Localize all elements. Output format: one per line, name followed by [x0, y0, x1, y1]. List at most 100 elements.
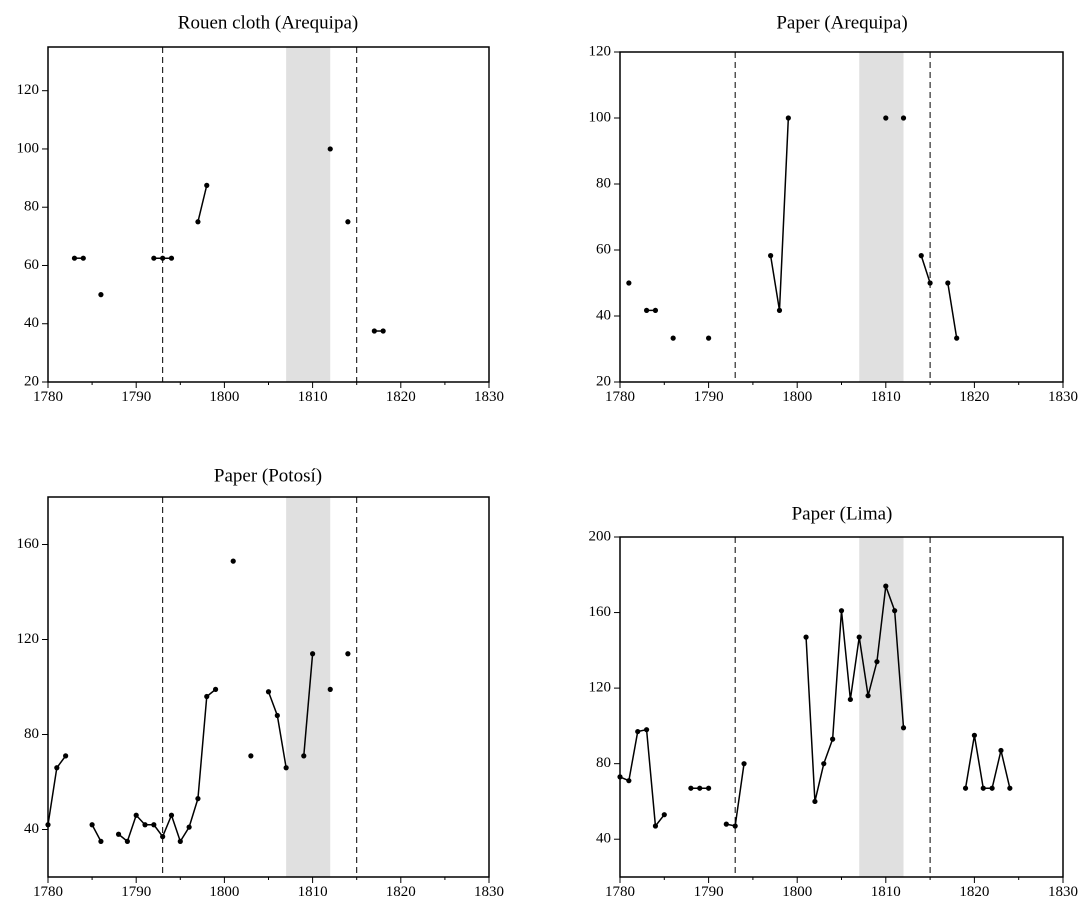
x-tick-label: 1810 — [298, 389, 328, 405]
data-point — [830, 736, 836, 742]
data-point — [643, 727, 650, 733]
data-point — [892, 608, 898, 614]
series-line — [964, 735, 1011, 789]
x-tick-label: 1790 — [121, 884, 151, 900]
data-point — [643, 307, 650, 313]
data-point — [670, 335, 676, 341]
series-line — [267, 691, 287, 768]
x-tick-label: 1810 — [298, 884, 328, 900]
y-tick-label: 20 — [24, 373, 39, 389]
data-point — [883, 583, 889, 589]
x-tick-label: 1820 — [959, 884, 989, 900]
data-point — [89, 822, 95, 828]
plot-frame — [619, 536, 1064, 878]
data-point — [847, 696, 853, 703]
x-tick-label: 1790 — [694, 884, 724, 900]
data-point — [785, 115, 791, 121]
chart-panel-1: Rouen cloth (Arequipa) 1780 1790 1800 1810 18… — [17, 12, 505, 405]
data-point — [151, 255, 157, 261]
series-line — [91, 824, 102, 842]
series-line — [726, 763, 745, 827]
data-point — [688, 785, 694, 791]
shaded-period — [859, 537, 904, 877]
data-point — [838, 608, 845, 614]
chart-panel-3: Paper (Potosí) 1780 1790 1800 1810 1820 1830 40… — [17, 465, 505, 900]
data-point — [865, 693, 871, 699]
y-tick-label: 120 — [17, 82, 40, 98]
data-point — [248, 753, 254, 759]
data-point — [856, 634, 862, 640]
plot-frame — [47, 46, 490, 383]
data-point — [345, 651, 351, 657]
data-point — [71, 255, 78, 261]
x-tick-label: 1810 — [871, 389, 901, 405]
y-tick-label: 40 — [596, 307, 611, 323]
data-point — [160, 255, 166, 261]
data-point — [310, 651, 316, 657]
data-point — [626, 280, 632, 286]
y-tick-label: 60 — [596, 241, 611, 257]
series-line — [303, 653, 314, 756]
data-point — [812, 798, 818, 805]
data-point — [723, 821, 729, 827]
x-tick-label: 1820 — [959, 389, 989, 405]
x-tick-label: 1810 — [871, 884, 901, 900]
y-tick-label: 80 — [596, 755, 611, 771]
data-point — [617, 774, 623, 780]
y-tick-label: 40 — [24, 315, 39, 331]
shaded-period — [859, 52, 904, 382]
data-point — [741, 761, 747, 767]
x-tick-label: 1780 — [605, 884, 635, 900]
y-tick-label: 160 — [589, 604, 612, 620]
shaded-period — [286, 497, 331, 877]
data-point — [768, 253, 774, 259]
x-tick-label: 1800 — [209, 884, 239, 900]
data-point — [98, 838, 104, 844]
series-line — [118, 688, 217, 844]
chart-title: Paper (Potosí) — [214, 465, 322, 486]
y-tick-label: 120 — [17, 631, 40, 647]
x-tick-label: 1780 — [33, 389, 63, 405]
shaded-period — [286, 47, 331, 382]
data-point — [697, 785, 703, 791]
y-tick-label: 100 — [17, 140, 40, 156]
data-point — [195, 219, 201, 225]
x-tick-label: 1780 — [605, 389, 635, 405]
chart-panel-4: Paper (Lima) 1780 1790 1800 1810 1820 1830 40 80… — [589, 503, 1079, 900]
chart-title: Paper (Arequipa) — [776, 12, 907, 33]
plot-frame — [619, 51, 1064, 383]
data-point — [80, 255, 86, 261]
x-tick-label: 1830 — [1048, 389, 1078, 405]
data-point — [380, 328, 386, 334]
x-tick-label: 1820 — [386, 389, 416, 405]
y-tick-label: 80 — [596, 175, 611, 191]
series-line — [197, 185, 208, 222]
x-tick-label: 1820 — [386, 884, 416, 900]
data-point — [274, 712, 280, 719]
y-tick-label: 120 — [589, 680, 612, 696]
y-tick-label: 80 — [24, 726, 39, 742]
data-point — [212, 686, 219, 692]
data-point — [124, 838, 130, 844]
data-point — [204, 693, 210, 700]
data-point — [706, 785, 712, 791]
data-point — [980, 785, 986, 791]
y-tick-label: 40 — [596, 831, 611, 847]
data-point — [971, 732, 978, 738]
x-tick-label: 1800 — [782, 884, 812, 900]
data-point — [1007, 785, 1013, 791]
x-tick-label: 1790 — [121, 389, 151, 405]
chart-panel-2: Paper (Arequipa) 1780 1790 1800 1810 1820 1830… — [589, 12, 1079, 405]
y-tick-label: 200 — [589, 528, 612, 544]
series-line — [805, 585, 905, 802]
data-point — [918, 253, 924, 259]
data-point — [371, 328, 377, 334]
data-point — [98, 292, 104, 298]
data-point — [283, 765, 289, 771]
data-point — [706, 335, 712, 341]
series-line — [769, 117, 790, 311]
data-point — [160, 834, 166, 840]
data-point — [635, 728, 641, 735]
data-point — [142, 822, 148, 828]
